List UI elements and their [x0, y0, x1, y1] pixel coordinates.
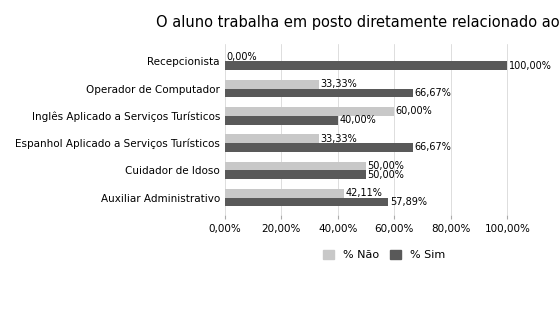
- Text: 0,00%: 0,00%: [226, 52, 257, 62]
- Bar: [225, 143, 413, 152]
- Text: 50,00%: 50,00%: [367, 161, 404, 171]
- Text: 60,00%: 60,00%: [396, 107, 433, 117]
- Bar: [225, 198, 389, 206]
- Bar: [225, 80, 319, 88]
- Legend: % Não, % Sim: % Não, % Sim: [319, 246, 450, 265]
- Text: 50,00%: 50,00%: [367, 170, 404, 180]
- Bar: [225, 189, 344, 198]
- Bar: [225, 116, 338, 124]
- Text: 40,00%: 40,00%: [339, 115, 376, 125]
- Text: 66,67%: 66,67%: [415, 143, 451, 153]
- Bar: [225, 88, 413, 97]
- Text: 33,33%: 33,33%: [320, 134, 357, 144]
- Bar: [225, 162, 366, 170]
- Text: 33,33%: 33,33%: [320, 79, 357, 89]
- Text: 42,11%: 42,11%: [345, 188, 382, 198]
- Text: 100,00%: 100,00%: [509, 61, 552, 71]
- Bar: [225, 107, 394, 116]
- Text: 66,67%: 66,67%: [415, 88, 451, 98]
- Bar: [225, 134, 319, 143]
- Text: 57,89%: 57,89%: [390, 197, 427, 207]
- Bar: [225, 170, 366, 179]
- Title: O aluno trabalha em posto diretamente relacionado ao curso?: O aluno trabalha em posto diretamente re…: [157, 15, 559, 30]
- Bar: [225, 61, 507, 70]
